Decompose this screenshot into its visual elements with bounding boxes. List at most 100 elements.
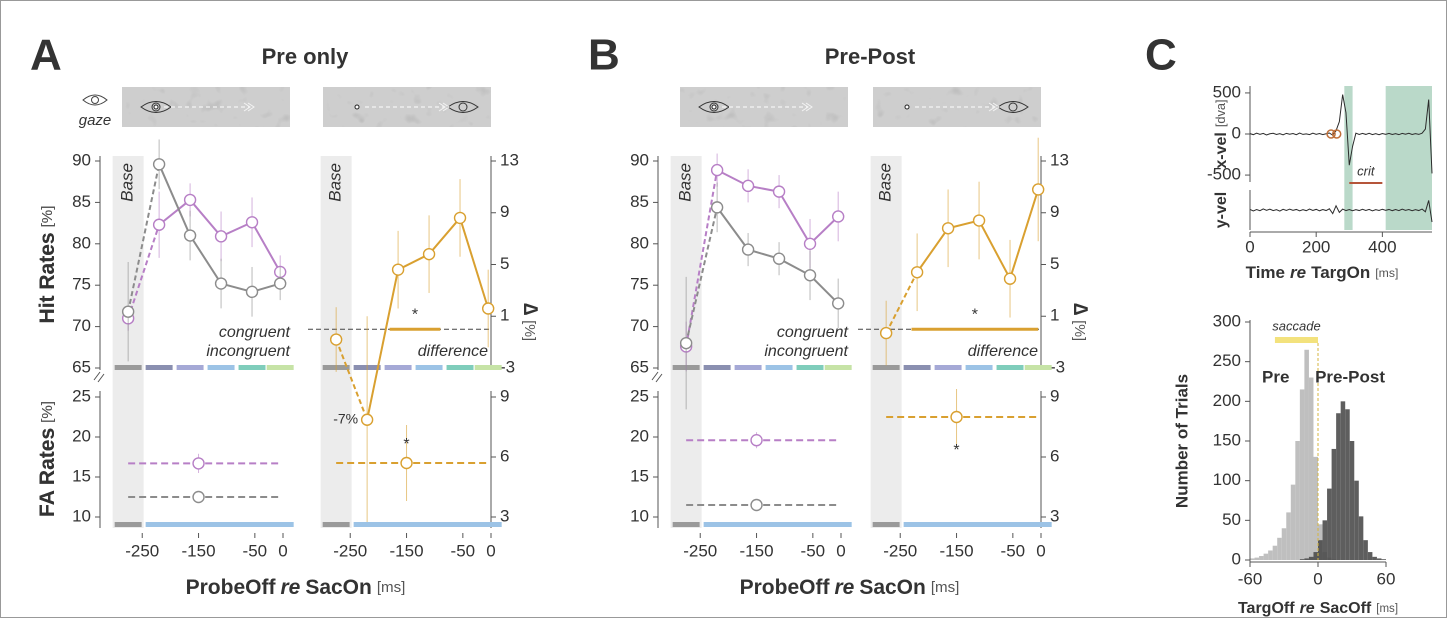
y-tick-label: 90 — [72, 150, 91, 169]
bin-bar — [824, 365, 852, 370]
saccade-window — [1385, 86, 1432, 230]
x-tick-label: -50 — [451, 541, 476, 560]
data-point — [245, 285, 259, 299]
significance-star: * — [953, 442, 959, 459]
data-point — [360, 413, 374, 426]
series-line-dashed — [335, 339, 369, 421]
panel-letter: B — [588, 31, 620, 80]
x-axis-label-part: Time — [1246, 263, 1285, 282]
histogram-bar — [1304, 349, 1309, 560]
data-point — [803, 237, 817, 251]
y-axis-label-name: ∆ — [1069, 303, 1091, 315]
x-axis-label: ProbeOff re SacOn [ms] — [186, 576, 406, 599]
y-tick-label: 150 — [1213, 430, 1241, 449]
data-point — [710, 163, 724, 177]
legend-label: difference — [418, 343, 488, 360]
y-axis-label: FA Rates [%] — [36, 401, 59, 517]
x-axis-label-part: re — [280, 576, 300, 599]
x-axis-label-part: TargOn — [1311, 263, 1370, 282]
legend-label: congruent — [777, 324, 849, 341]
y-tick-label: 9 — [1050, 386, 1059, 405]
x-axis-label-part: re — [1290, 263, 1306, 282]
y-axis-label: Hit Rates [%] — [36, 206, 59, 324]
histogram-bar — [1349, 441, 1355, 560]
y-axis-label-unit: [%] — [39, 206, 56, 228]
x-axis-label-part: SacOff — [1320, 600, 1372, 617]
y-axis-label-unit: [%] — [521, 320, 537, 341]
data-point — [1003, 272, 1017, 285]
y-tick-label: 75 — [630, 275, 649, 294]
legend-label: congruent — [219, 324, 291, 341]
x-axis-label-part: ProbeOff — [186, 576, 277, 599]
y-tick-label: 10 — [630, 506, 649, 525]
data-point — [772, 252, 786, 265]
velocity-trace — [1249, 94, 1433, 174]
y-tick-label: 0 — [1232, 123, 1241, 142]
bin-bar — [934, 365, 962, 370]
histogram-bar — [1367, 552, 1373, 560]
y-axis-label-name: FA Rates — [36, 428, 59, 517]
bin-bar — [384, 365, 412, 370]
significance-star: * — [972, 306, 978, 323]
y-tick-label: -3 — [1050, 357, 1065, 376]
y-tick-label: 15 — [630, 466, 649, 485]
window-bar — [353, 522, 502, 527]
y-axis-label: FA Rates [%] — [36, 401, 59, 517]
y-tick-label: 80 — [72, 233, 91, 252]
y-axis-label-name: Hit Rates — [36, 232, 59, 323]
histogram-bar — [1286, 512, 1291, 560]
y-axis-label: x-vel [dva] — [1213, 99, 1230, 168]
gaze-arrowhead — [243, 102, 255, 112]
y-tick-label: 20 — [72, 426, 91, 445]
y-tick-label: 9 — [500, 202, 509, 221]
y-tick-label: 3 — [1050, 506, 1059, 525]
x-tick-label: -250 — [125, 541, 159, 560]
panel-letter: A — [30, 31, 62, 80]
histogram-bar — [1376, 558, 1382, 560]
y-axis-label-name: ∆ — [519, 303, 541, 315]
y-tick-label: 15 — [72, 466, 91, 485]
data-point — [273, 277, 287, 290]
y-axis-label-unit: [%] — [39, 401, 56, 423]
x-tick-label: -150 — [940, 541, 974, 560]
saccade-event — [1326, 129, 1336, 139]
eye-icon — [997, 101, 1029, 113]
bin-bar — [145, 365, 173, 370]
eye-pupil — [458, 102, 468, 112]
y-tick-label: 5 — [500, 254, 509, 273]
gaze-arrowhead — [438, 102, 450, 112]
x-axis-label-part: ProbeOff — [740, 576, 831, 599]
x-axis-label-part: re — [1300, 600, 1315, 617]
y-tick-label: 25 — [630, 386, 649, 405]
y-tick-label: -3 — [500, 357, 515, 376]
x-tick-label: -150 — [740, 541, 774, 560]
y-tick-label: 25 — [72, 386, 91, 405]
gaze-arrowhead — [988, 102, 1000, 112]
bin-bar — [207, 365, 235, 370]
significance-star: * — [403, 436, 409, 453]
y-axis-label-name: FA Rates — [36, 428, 59, 517]
baseline-bar — [672, 522, 700, 527]
x-tick-label: 0 — [278, 541, 287, 560]
data-point — [1031, 183, 1045, 196]
significance-star: * — [412, 306, 418, 323]
data-point — [245, 216, 259, 229]
bin-bar — [238, 365, 266, 370]
data-point — [152, 158, 166, 171]
y-axis-label-name: y-vel — [1213, 192, 1230, 228]
series-line-dashed — [885, 271, 919, 334]
x-axis-label: ProbeOff re SacOn [ms] — [740, 576, 960, 599]
y-tick-label: 250 — [1213, 351, 1241, 370]
y-axis-label-name: x-vel — [1213, 132, 1230, 168]
y-tick-label: 70 — [72, 316, 91, 335]
y-tick-label: 5 — [1050, 254, 1059, 273]
data-point — [972, 214, 986, 227]
histogram-bar — [1299, 389, 1305, 560]
histogram-bar — [1331, 448, 1337, 560]
bin-bar — [765, 365, 793, 370]
histogram-bar — [1345, 409, 1350, 560]
window-bar — [903, 522, 1052, 527]
data-point — [750, 434, 763, 447]
data-point — [910, 266, 924, 279]
histogram-bar — [1354, 480, 1359, 560]
